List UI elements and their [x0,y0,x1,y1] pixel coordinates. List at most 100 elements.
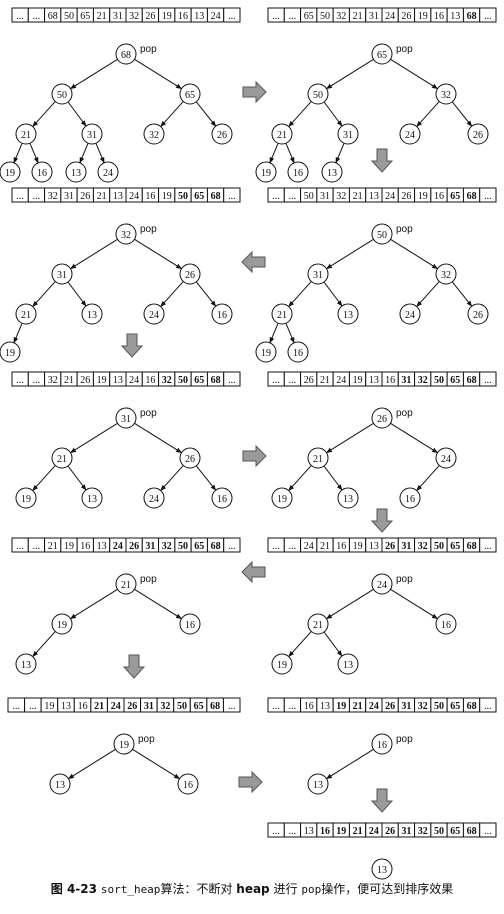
tree-edge [79,143,89,164]
array-cell: 19 [60,537,78,553]
array-cell-value: 50 [320,11,330,22]
tree-node-value: 21 [277,130,287,141]
array-cell-value: ... [228,11,236,22]
tree-node: 16 [399,487,421,509]
tree-node: 13 [337,303,359,325]
pop-word: pop [301,883,322,896]
tree-node: 13 [65,161,87,183]
tree-edge [416,101,440,128]
array-cell-value: ... [33,191,41,202]
array-cell-value: ... [484,375,492,386]
array-cell-value: 24 [211,11,221,22]
array-cell-value: 31 [401,375,411,386]
array-cell: 19 [414,187,432,203]
array-cell-value: ... [33,375,41,386]
array-cell: 32 [332,187,350,203]
tree-edge [69,58,118,90]
tree-node-value: 21 [277,310,287,321]
tree-node: 21 [115,573,137,595]
array-cell: 24 [125,187,143,203]
array-cell-value: 24 [129,375,139,386]
array-cell: 32 [125,7,143,23]
tree-node-value: 13 [55,780,65,791]
transition-arrow-down [120,333,144,358]
array-cell: 16 [174,7,192,23]
array-cell-value: 21 [353,11,363,22]
array-cell-value: 26 [385,701,395,712]
sort-step-4: ...... 32 31 26 21 13 24 16 19 50 65 68 ... 32 31 26 21 1… [0,187,241,363]
array-cell: ... [7,697,26,713]
tree-node-value: 21 [313,620,323,631]
caption-text-2: 进行 [273,882,298,896]
tree-edge [32,101,56,128]
array-cell: 50 [430,371,448,387]
pop-label: pop [140,224,157,235]
array-cell-value: 19 [336,701,346,712]
array-cell: 26 [300,371,318,387]
tree-node-value: 13 [343,660,353,671]
tree-node: 26 [371,407,393,429]
array-cell: 65 [446,537,464,553]
array-cell-value: ... [13,701,21,712]
tree-node: 24 [143,303,165,325]
tree-edge [323,281,343,307]
array-cell: ... [283,697,302,713]
array-cell-value: 68 [467,701,477,712]
tree-edge [325,748,374,780]
array-cell-value: 19 [353,375,363,386]
tree-node-value: 32 [441,270,451,281]
tree-edge [195,281,217,307]
array-cell: ... [267,537,285,553]
array-cell-value: ... [272,191,280,202]
tree-node-value: 31 [121,414,131,425]
array-cell-value: 24 [385,191,395,202]
array-cell-value: 16 [336,541,346,552]
tree-edge [285,143,295,164]
tree-edge [67,101,87,127]
array-cell-value: 50 [178,375,188,386]
tree-edge [325,422,374,454]
array-cell-value: 13 [194,11,204,22]
caption-text-1: 算法：不断对 [160,882,233,896]
tree-edge [416,465,440,492]
array-cell-value: 16 [385,375,395,386]
array-cell: 65 [190,537,208,553]
tree-edge [269,323,279,344]
array-cell: ... [27,187,46,203]
tree-node-value: 13 [343,310,353,321]
array-cell-value: ... [484,826,492,837]
tree-edge [160,101,184,128]
array-cell: 16 [316,822,334,838]
array-cell: 13 [190,7,208,23]
array-cell-value: 21 [353,191,363,202]
tree-node: 21 [271,303,293,325]
array-cell: ... [283,7,302,23]
array-cell: ... [479,697,497,713]
array-cell: 13 [365,187,383,203]
tree-node-value: 13 [71,168,81,179]
array-cell-value: 65 [450,191,460,202]
array-cell-value: 32 [160,701,170,712]
array-cell-value: 68 [467,11,477,22]
tree-edge [323,101,343,127]
array-cell-value: ... [228,541,236,552]
tree-node-value: 16 [217,310,227,321]
array-cell: ... [24,697,42,713]
tree-edge [416,281,440,308]
array-cell: 21 [316,371,334,387]
array-cell: 24 [365,697,383,713]
array-cell-value: 50 [434,701,444,712]
array-cell-value: 13 [61,701,71,712]
array-cell-value: 16 [434,191,444,202]
array-cell: 16 [332,537,350,553]
array-cell-value: 50 [64,11,74,22]
array-cell: 68 [44,7,62,23]
tree-node: 32 [115,223,137,245]
tree-node: 13 [321,161,343,183]
pop-label: pop [396,44,413,55]
sort-step-11: ...... 13 16 19 21 24 26 31 32 50 65 68 ... 13 [267,822,497,880]
array-cell: 19 [348,537,367,553]
tree-node-value: 68 [121,50,131,61]
tree-node-value: 26 [217,130,227,141]
array-cell: 21 [348,7,367,23]
